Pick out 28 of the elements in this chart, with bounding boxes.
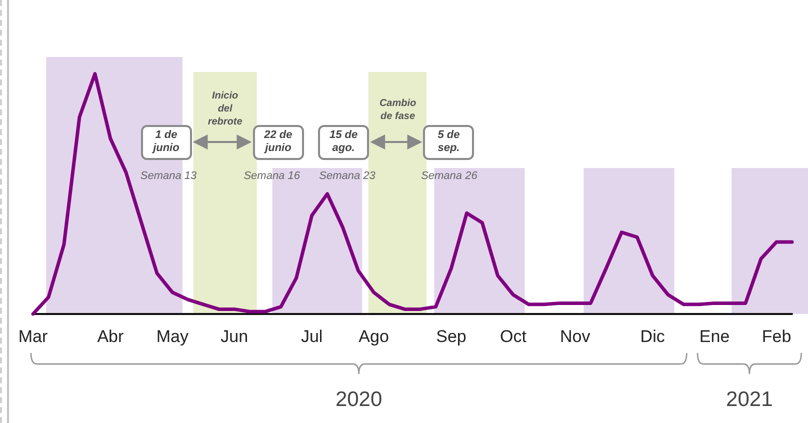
annotation: Cambio de fase — [378, 97, 418, 123]
x-tick-label: Oct — [500, 327, 527, 346]
x-tick-label: Dic — [640, 327, 666, 346]
text: 2020 — [334, 387, 384, 413]
annotation: 15 de ago. — [328, 129, 359, 155]
annotation: 22 de junio — [263, 129, 294, 155]
x-tick-label: Abr — [97, 327, 124, 346]
rounded-box: 22 de junio — [252, 124, 304, 160]
x-tick-label: Feb — [762, 327, 792, 346]
annotation: Inicio del rebrote — [206, 90, 244, 128]
rounded-box: 15 de ago. — [318, 124, 370, 160]
rounded-box: 5 de sep. — [423, 124, 474, 160]
x-tick-label: Jun — [220, 327, 248, 346]
annotation: Semana 26 — [420, 169, 478, 184]
annotation: Semana 13 — [139, 169, 198, 184]
text: 2021 — [725, 387, 774, 413]
x-tick-label: Sep — [436, 327, 466, 346]
x-tick-label: Nov — [560, 327, 591, 346]
rounded-box: 1 de junio — [140, 124, 192, 160]
annotation: Semana 16 — [242, 169, 301, 184]
annotation: 1 de junio — [151, 129, 180, 155]
x-tick-label: Mar — [18, 327, 48, 346]
x-tick-label: Jul — [300, 327, 323, 346]
annotation: Semana 23 — [318, 169, 376, 184]
x-tick-label: Ago — [358, 327, 389, 346]
x-tick-label: Ene — [699, 327, 730, 346]
x-tick-label: May — [156, 327, 189, 346]
annotation: 5 de sep. — [436, 129, 461, 155]
